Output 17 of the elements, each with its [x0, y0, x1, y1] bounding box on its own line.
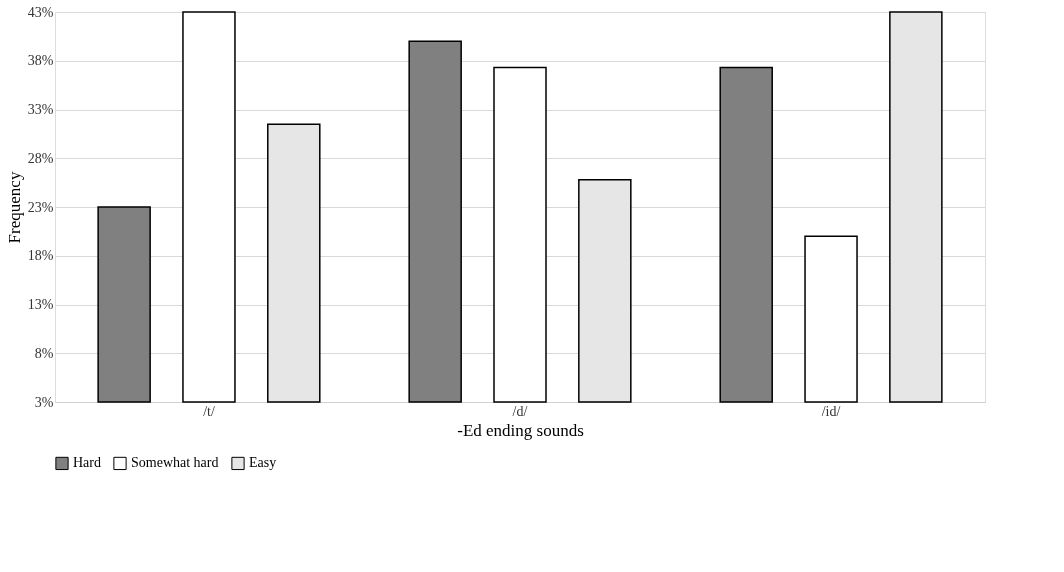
- y-tick-label: 38%: [27, 53, 54, 69]
- y-axis-title: Frequency: [4, 171, 24, 244]
- x-tick-label: /d/: [512, 403, 528, 419]
- y-tick-label: 3%: [34, 394, 54, 410]
- y-tick-label: 8%: [34, 345, 54, 361]
- legend-label: Hard: [73, 455, 101, 471]
- legend-label: Somewhat hard: [131, 455, 219, 471]
- y-tick-label: 23%: [27, 199, 54, 215]
- y-tick-label: 28%: [27, 150, 54, 166]
- y-tick-label: 13%: [27, 297, 54, 312]
- y-tick-label: 43%: [27, 4, 54, 20]
- x-tick-label: /t/: [203, 403, 215, 419]
- x-axis-title: -Ed ending sounds: [457, 420, 584, 440]
- y-tick-label: 33%: [27, 102, 54, 117]
- y-tick-label: 18%: [27, 248, 54, 264]
- legend-label: Easy: [249, 455, 277, 471]
- x-tick-label: /id/: [821, 403, 841, 419]
